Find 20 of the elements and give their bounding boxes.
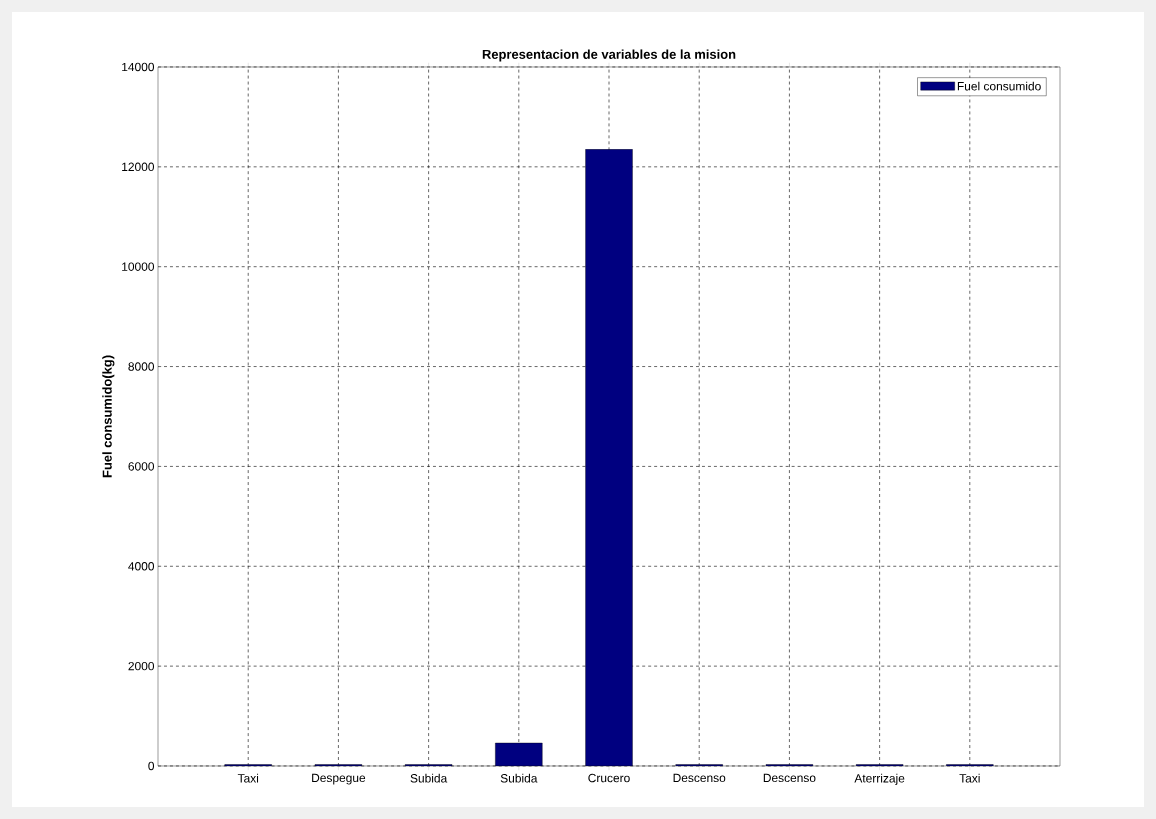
- x-tick-label: Descenso: [673, 773, 726, 783]
- x-tick-label: Taxi: [237, 773, 259, 783]
- y-tick-label: 6000: [128, 462, 155, 471]
- x-tick-label: Descenso: [763, 773, 816, 783]
- legend-label: Fuel consumido: [957, 81, 1041, 91]
- y-tick-label: 0: [148, 761, 155, 771]
- x-tick-label: Subida: [410, 773, 448, 783]
- y-tick-label: 4000: [128, 562, 155, 571]
- x-tick-label: Subida: [500, 773, 538, 783]
- x-tick-label: Crucero: [588, 773, 630, 783]
- y-tick-label: 10000: [122, 262, 155, 271]
- y-tick-label: 14000: [122, 62, 155, 72]
- y-tick-label: 2000: [128, 661, 155, 671]
- y-tick-label: 8000: [128, 362, 155, 371]
- x-tick-label: Taxi: [959, 773, 980, 783]
- y-tick-label: 12000: [122, 162, 155, 172]
- y-axis-title: Fuel consumido(kg): [102, 355, 115, 478]
- x-tick-label: Despegue: [312, 773, 366, 785]
- chart-title: Representacion de variables de la mision: [482, 49, 736, 62]
- x-tick-label: Aterrizaje: [854, 773, 905, 785]
